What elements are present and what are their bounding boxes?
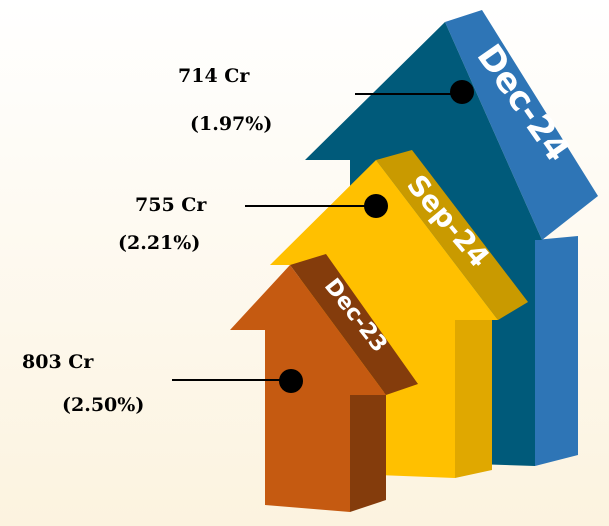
amount: 803 Cr [22, 351, 94, 373]
share: (1.97%) [190, 113, 272, 135]
amount: 755 Cr [135, 194, 207, 216]
share: (2.50%) [62, 394, 144, 416]
share: (2.21%) [118, 232, 200, 254]
infographic: Dec-23 Sep-24 Dec-24 803 Cr (2.50%) 755 … [0, 0, 609, 526]
amount: 714 Cr [178, 65, 250, 87]
